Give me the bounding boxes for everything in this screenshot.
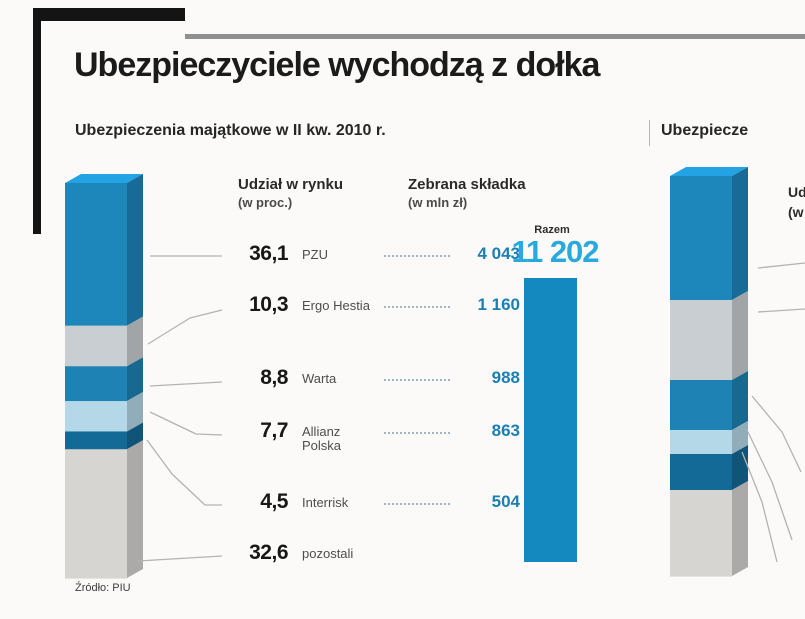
premium-value: 504	[491, 492, 520, 511]
premium-value: 1 160	[477, 295, 520, 314]
company-name: Interrisk	[302, 495, 349, 510]
share-column-header-label: Udział w rynku	[238, 176, 344, 193]
bar-segment-side-0	[127, 174, 143, 326]
leader-dots	[384, 254, 450, 257]
company-name: Allianz Polska	[302, 424, 342, 453]
table-row: 4,5 Interrisk 504	[188, 490, 520, 514]
table-row: 8,8 Warta 988	[188, 366, 520, 390]
bar-segment-side-3	[127, 392, 143, 432]
leader-dots	[384, 431, 450, 434]
bar-top-face	[670, 167, 748, 176]
company-name: pozostali	[302, 546, 354, 561]
page-title: Ubezpieczyciele wychodzą z dołka	[74, 46, 600, 84]
bar-segment-4	[65, 431, 127, 450]
premium-value: 863	[491, 421, 520, 440]
bar-segment-side-0	[732, 167, 748, 300]
total-label: Razem	[534, 224, 570, 236]
source-note: Źródło: PIU	[75, 582, 131, 594]
leader-dots	[384, 502, 450, 505]
company-name: PZU	[302, 247, 328, 262]
bar-segment-1	[670, 300, 732, 381]
share-column-header-unit: (w proc.)	[238, 195, 293, 210]
bar-segment-side-5	[127, 440, 143, 578]
market-share-value: 7,7	[260, 419, 288, 442]
premium-column-header-label: Zebrana składka	[408, 176, 526, 193]
bar-segment-side-1	[127, 316, 143, 367]
stacked-bar-panel1	[65, 174, 143, 579]
premium-column-header-unit: (w mln zł)	[408, 195, 468, 210]
bar-segment-side-1	[732, 291, 748, 380]
premium-value: 988	[491, 368, 520, 387]
bar-segment-side-5	[732, 481, 748, 576]
stacked-bar-panel2	[670, 167, 748, 577]
bar-segment-0	[65, 183, 127, 327]
premium-column-header: Zebrana składka (w mln zł)	[408, 176, 578, 212]
table-row: 10,3 Ergo Hestia 1 160	[188, 293, 520, 317]
total-premium-bar-rect	[524, 278, 577, 562]
table-row: 7,7 Allianz Polska 863	[188, 419, 520, 453]
bar-segment-5	[65, 449, 127, 579]
bar-segment-3	[65, 401, 127, 433]
corner-bracket-vertical	[33, 8, 41, 234]
bar-segment-side-2	[732, 371, 748, 430]
bar-segment-3	[670, 430, 732, 455]
market-share-value: 10,3	[249, 293, 288, 316]
panel-divider	[649, 120, 650, 146]
table-row: 36,1 PZU 4 043	[188, 242, 520, 266]
company-name: Ergo Hestia	[302, 298, 370, 313]
market-share-value: 8,8	[260, 366, 288, 389]
panel2-subtitle: Ubezpiecze	[661, 122, 749, 139]
bar-segment-4	[670, 454, 732, 491]
table-row: 32,6 pozostali	[188, 541, 520, 565]
market-share-value: 36,1	[249, 242, 288, 265]
premium-value: 4 043	[477, 244, 520, 263]
bar-segment-0	[670, 176, 732, 301]
leader-dots	[384, 305, 450, 308]
bar-segment-2	[670, 380, 732, 431]
panel2-share-header-fragment: Ud (w	[788, 184, 805, 220]
market-share-value: 4,5	[260, 490, 288, 513]
bar-segment-side-3	[732, 421, 748, 454]
market-share-value: 32,6	[249, 541, 288, 564]
panel1-subtitle: Ubezpieczenia majątkowe w II kw. 2010 r.	[75, 122, 386, 139]
corner-bracket-horizontal	[33, 8, 185, 21]
top-rule-line	[185, 34, 805, 39]
bar-segment-2	[65, 366, 127, 402]
bar-segment-side-2	[127, 357, 143, 402]
total-premium-bar	[524, 278, 577, 562]
company-name: Warta	[302, 371, 337, 386]
bar-segment-side-4	[127, 422, 143, 450]
bar-segment-1	[65, 325, 127, 367]
leader-dots	[384, 378, 450, 381]
bar-top-face	[65, 174, 143, 183]
bar-segment-5	[670, 490, 732, 577]
total-premium-value: 11 202	[511, 234, 599, 269]
share-column-header: Udział w rynku (w proc.)	[238, 176, 378, 212]
